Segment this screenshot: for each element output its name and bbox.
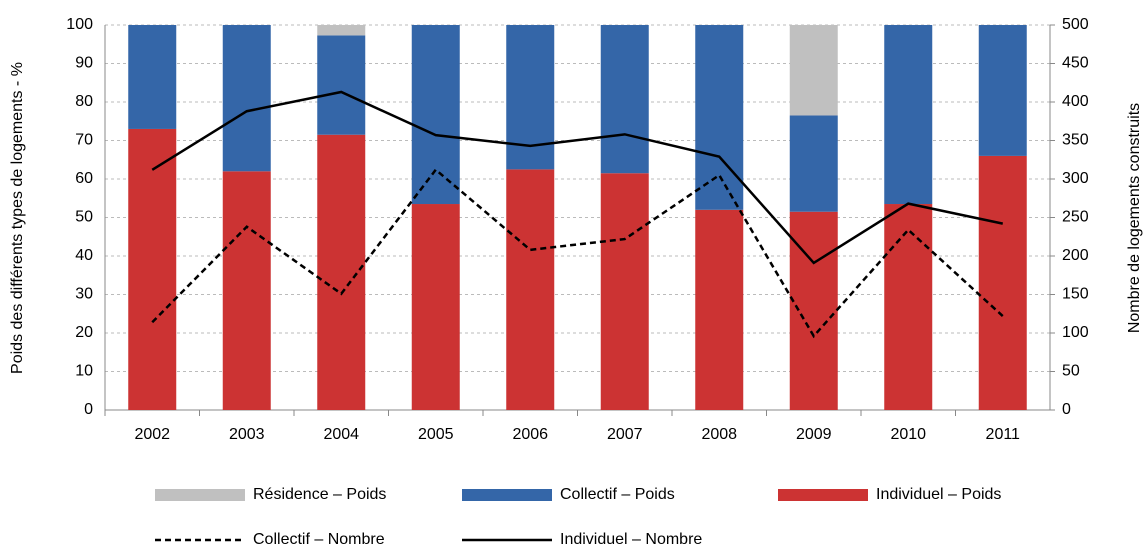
legend-swatch <box>155 489 245 501</box>
bar-segment <box>506 25 555 170</box>
legend-swatch <box>462 489 552 501</box>
y-tick-label: 30 <box>75 286 93 303</box>
y-tick-label: 70 <box>75 132 93 149</box>
bar-segment <box>600 173 649 410</box>
legend-label: Collectif – Nombre <box>253 531 385 547</box>
bar-segment <box>789 211 838 410</box>
y2-tick-label: 400 <box>1062 93 1089 110</box>
x-tick-label: 2005 <box>418 426 454 443</box>
y2-tick-label: 350 <box>1062 132 1089 149</box>
bar-segment <box>222 171 271 410</box>
y2-tick-label: 250 <box>1062 209 1089 226</box>
y-tick-label: 50 <box>75 209 93 226</box>
y-tick-label: 100 <box>66 16 93 33</box>
x-tick-label: 2003 <box>229 426 265 443</box>
x-tick-label: 2009 <box>796 426 832 443</box>
x-tick-label: 2011 <box>986 426 1021 443</box>
y-tick-label: 10 <box>75 363 93 380</box>
bar-segment <box>411 25 460 205</box>
bar-segment <box>695 209 744 410</box>
bar-segment <box>317 25 366 36</box>
bar-segment <box>411 204 460 410</box>
x-tick-label: 2004 <box>323 426 359 443</box>
y2-tick-label: 450 <box>1062 55 1089 72</box>
y-tick-label: 90 <box>75 55 93 72</box>
bar-segment <box>884 25 933 205</box>
y2-tick-label: 200 <box>1062 247 1089 264</box>
bar-segment <box>789 25 838 116</box>
legend-label: Collectif – Poids <box>560 486 675 503</box>
y2-tick-label: 500 <box>1062 16 1089 33</box>
bar-segment <box>128 128 177 410</box>
bar-segment <box>222 25 271 172</box>
y2-axis-label: Nombre de logements construits <box>1126 103 1143 333</box>
y2-tick-label: 0 <box>1062 401 1071 418</box>
bar-segment <box>695 25 744 210</box>
bar-segment <box>789 115 838 212</box>
x-tick-label: 2002 <box>134 426 170 443</box>
x-tick-label: 2007 <box>607 426 643 443</box>
x-tick-label: 2008 <box>701 426 737 443</box>
legend-swatch <box>778 489 868 501</box>
y2-tick-label: 100 <box>1062 324 1089 341</box>
bar-segment <box>978 155 1027 410</box>
x-tick-label: 2006 <box>512 426 548 443</box>
y2-tick-label: 150 <box>1062 286 1089 303</box>
bar-segment <box>317 35 366 135</box>
y-tick-label: 20 <box>75 324 93 341</box>
bar-segment <box>317 134 366 410</box>
y2-tick-label: 300 <box>1062 170 1089 187</box>
legend-label: Résidence – Poids <box>253 486 386 503</box>
x-tick-label: 2010 <box>890 426 926 443</box>
line-series <box>151 167 1004 339</box>
y-tick-label: 60 <box>75 170 93 187</box>
bar-segment <box>978 25 1027 156</box>
legend-label: Individuel – Poids <box>876 486 1001 503</box>
y-axis-label: Poids des différents types de logements … <box>9 62 26 374</box>
line-series <box>151 90 1004 265</box>
y-tick-label: 0 <box>84 401 93 418</box>
bar-segment <box>506 169 555 410</box>
bar-segment <box>128 25 177 129</box>
legend-label: Individuel – Nombre <box>560 531 702 547</box>
bar-segment <box>600 25 649 174</box>
y-tick-label: 40 <box>75 247 93 264</box>
y2-tick-label: 50 <box>1062 363 1080 380</box>
bar-segment <box>884 204 933 410</box>
y-tick-label: 80 <box>75 93 93 110</box>
